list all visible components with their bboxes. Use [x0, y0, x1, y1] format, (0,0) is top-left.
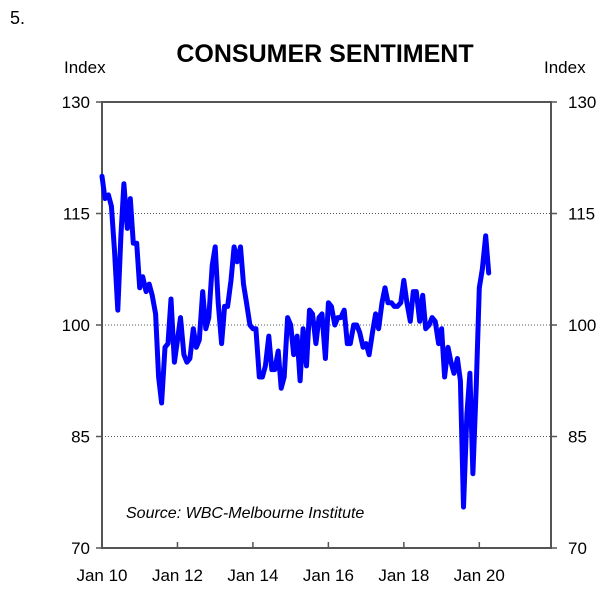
x-tick-label: Jan 12: [152, 566, 203, 585]
y-tick-label: 130: [568, 93, 596, 112]
right-y-axis: 70 85 100 115 130: [551, 93, 596, 558]
y-tick-label: 100: [62, 316, 90, 335]
x-tick-label: Jan 18: [378, 566, 429, 585]
y-tick-label: 85: [568, 428, 587, 447]
chart-title: CONSUMER SENTIMENT: [176, 40, 474, 68]
left-y-axis: 70 85 100 115 130: [62, 93, 102, 558]
x-tick-label: Jan 20: [454, 566, 505, 585]
y-tick-label: 70: [568, 539, 587, 558]
figure-number: 5.: [10, 8, 26, 28]
series-line: [99, 173, 492, 510]
series-group: [99, 173, 492, 510]
right-axis-unit: Index: [544, 58, 586, 77]
left-axis-unit: Index: [64, 58, 106, 77]
y-tick-label: 115: [568, 205, 595, 224]
x-tick-label: Jan 10: [76, 566, 127, 585]
y-tick-label: 70: [71, 539, 90, 558]
x-axis: Jan 10 Jan 12 Jan 14 Jan 16 Jan 18 Jan 20: [76, 542, 505, 585]
y-tick-label: 115: [63, 205, 90, 224]
y-tick-label: 85: [71, 428, 90, 447]
y-tick-label: 100: [568, 316, 596, 335]
x-tick-label: Jan 16: [303, 566, 354, 585]
x-tick-label: Jan 14: [227, 566, 278, 585]
y-tick-label: 130: [62, 93, 90, 112]
source-annotation: Source: WBC-Melbourne Institute: [126, 505, 364, 522]
